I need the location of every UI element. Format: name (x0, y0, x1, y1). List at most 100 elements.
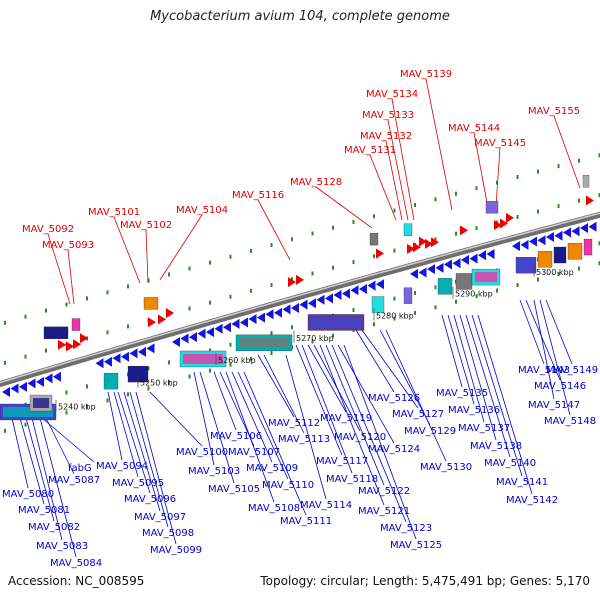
reverse-gene-label: MAV_5118 (326, 474, 378, 485)
tick-inner-forward (24, 354, 27, 359)
tick-inner-reverse (209, 348, 211, 353)
tick-inner-forward (578, 198, 580, 203)
reverse-gene-arrow (172, 336, 180, 347)
forward-gene-label: MAV_5104 (176, 205, 228, 216)
tick-outer-reverse (516, 283, 519, 288)
reverse-gene-arrow (104, 356, 112, 367)
reverse-gene-arrow (189, 332, 197, 343)
forward-gene-label: MAV_5128 (290, 177, 342, 188)
tick-inner-forward (209, 300, 211, 305)
tick-outer-reverse (496, 288, 498, 293)
tick-outer-reverse (475, 294, 478, 299)
forward-gene-leader (47, 233, 71, 305)
tick-inner-forward (455, 231, 457, 236)
forward-gene-label: MAV_5132 (360, 131, 412, 142)
genome-backbone (0, 211, 600, 388)
reverse-gene-arrow (10, 383, 19, 394)
annotation-subblock (311, 317, 361, 328)
reverse-gene-arrow (129, 348, 138, 359)
annotation-block (143, 297, 159, 310)
tick-inner-forward (434, 237, 437, 242)
tick-outer-reverse (229, 362, 232, 367)
reverse-gene-label: MAV_5084 (50, 558, 102, 569)
reverse-gene-arrow (316, 294, 325, 305)
tick-inner-forward (393, 248, 396, 253)
tick-outer-reverse (147, 386, 150, 391)
reverse-gene-leader (107, 391, 123, 461)
reverse-gene-label: MAV_5094 (96, 461, 148, 472)
reverse-gene-leader (343, 344, 417, 540)
accession-text: Accession: NC_008595 (8, 574, 145, 588)
reverse-gene-leader (545, 299, 573, 365)
tick-outer-reverse (250, 356, 252, 361)
tick-outer-reverse (373, 322, 375, 327)
reverse-gene-leader (199, 371, 235, 484)
tick-inner-forward (475, 226, 478, 231)
reverse-gene-arrow (138, 346, 146, 357)
annotation-block (515, 257, 537, 274)
forward-gene-leader (369, 154, 397, 221)
tick-inner-forward (270, 283, 273, 288)
reverse-gene-label: MAV_5110 (262, 480, 314, 491)
tick-inner-reverse (414, 290, 416, 295)
tick-outer-reverse (578, 266, 580, 271)
reverse-gene-leader (471, 314, 523, 477)
annotation-block (71, 318, 81, 331)
tick-outer-reverse (598, 261, 600, 266)
reverse-gene-leader (19, 417, 45, 505)
reverse-gene-arrow (410, 268, 418, 279)
annotation-block (455, 273, 473, 290)
reverse-gene-arrow (2, 387, 10, 398)
reverse-gene-leader (385, 329, 447, 462)
reverse-gene-label: MAV_5136 (448, 405, 500, 416)
reverse-gene-label: MAV_5113 (278, 434, 330, 445)
forward-gene-arrow (425, 238, 433, 249)
tick-outer-forward (106, 290, 109, 295)
reverse-gene-arrow (580, 222, 588, 233)
reverse-gene-arrow (418, 267, 427, 278)
tick-inner-reverse (147, 366, 150, 371)
tick-outer-reverse (332, 333, 334, 338)
forward-gene-arrow (58, 339, 66, 350)
tick-inner-forward (311, 271, 314, 276)
scale-label: 5240 kbp (58, 403, 96, 412)
tick-inner-reverse (598, 241, 600, 246)
reverse-gene-label: MAV_5081 (18, 505, 70, 516)
reverse-gene-leader (117, 391, 151, 494)
reverse-gene-label: MAV_5111 (280, 516, 332, 527)
reverse-gene-arrow (257, 312, 265, 323)
tick-outer-forward (332, 225, 334, 230)
reverse-gene-leader (193, 371, 215, 466)
reverse-gene-arrow (563, 227, 571, 238)
tick-outer-forward (311, 231, 314, 236)
reverse-gene-label: MAV_5117 (316, 456, 368, 467)
reverse-gene-leader (331, 344, 407, 523)
tick-outer-forward (352, 219, 355, 224)
tick-inner-forward (45, 348, 47, 353)
forward-gene-label: MAV_5116 (232, 190, 284, 201)
reverse-gene-leader (379, 329, 431, 426)
reverse-gene-leader (447, 314, 475, 405)
forward-gene-arrow (296, 274, 304, 285)
tick-outer-forward (168, 272, 170, 277)
reverse-gene-arrow (282, 304, 291, 315)
tick-outer-reverse (414, 310, 416, 315)
reverse-gene-label: MAV_5080 (2, 489, 54, 500)
tick-inner-forward (291, 277, 293, 282)
tick-outer-forward (598, 153, 600, 158)
tick-outer-forward (373, 214, 375, 219)
annotation-block (485, 201, 499, 214)
reverse-gene-leader (113, 391, 139, 478)
reverse-gene-leader (285, 354, 327, 500)
annotation-subblock (183, 353, 223, 364)
reverse-gene-label: MAV_5083 (36, 541, 88, 552)
annotation-block (103, 372, 119, 390)
forward-gene-leader (257, 199, 291, 261)
reverse-gene-label: MAV_5147 (528, 400, 580, 411)
reverse-gene-arrow (554, 230, 563, 241)
scale-label: 5270 kbp (296, 334, 334, 343)
tick-outer-forward (250, 248, 252, 253)
forward-gene-label: MAV_5139 (400, 69, 452, 80)
forward-gene-leader (159, 214, 203, 281)
reverse-gene-label: MAV_5137 (458, 423, 510, 434)
